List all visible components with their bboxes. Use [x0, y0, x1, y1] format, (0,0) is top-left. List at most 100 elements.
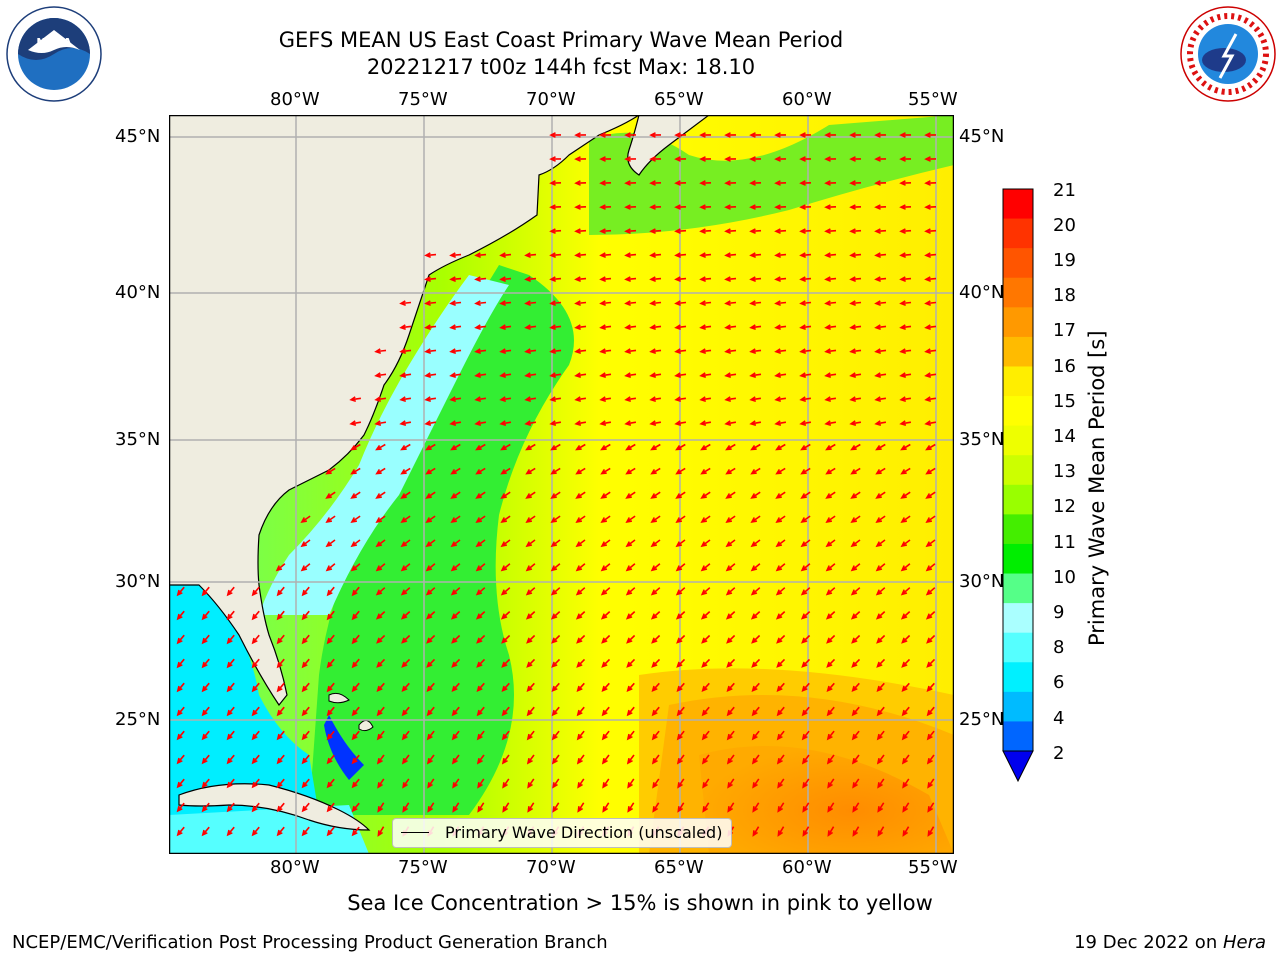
wave-direction-arrow: [799, 276, 812, 282]
wave-direction-arrow: [526, 634, 536, 644]
sea-ice-note-text: Sea Ice Concentration > 15% is shown in …: [347, 891, 933, 915]
wave-direction-arrow: [351, 706, 360, 717]
colorbar-cell: [1003, 307, 1033, 338]
colorbar-tick: 15: [1053, 391, 1076, 412]
wave-direction-arrow: [449, 252, 462, 258]
wave-direction-arrow: [824, 420, 837, 426]
wave-direction-arrow: [176, 682, 185, 693]
wave-direction-arrow: [624, 324, 637, 330]
wave-direction-arrow: [702, 802, 710, 813]
wave-direction-arrow: [801, 658, 811, 668]
wave-direction-arrow: [424, 276, 437, 282]
wave-direction-arrow: [850, 443, 861, 451]
wave-direction-arrow: [276, 826, 285, 837]
wave-direction-arrow: [699, 204, 712, 210]
wave-direction-arrow: [526, 682, 535, 693]
wave-direction-arrow: [725, 563, 736, 572]
wave-direction-arrow: [700, 563, 711, 572]
wave-direction-arrow: [824, 348, 837, 354]
wave-direction-arrow: [774, 252, 787, 258]
wave-direction-arrow: [500, 587, 511, 596]
wave-direction-arrow: [799, 132, 812, 138]
wave-direction-arrow: [526, 658, 536, 668]
wave-direction-arrow: [626, 634, 636, 644]
wave-direction-arrow: [426, 706, 435, 717]
wave-direction-arrow: [825, 611, 836, 620]
wave-direction-arrow: [724, 276, 737, 282]
wave-direction-arrow: [475, 515, 486, 523]
wave-direction-arrow: [400, 611, 411, 620]
wave-direction-arrow: [774, 276, 787, 282]
wave-direction-arrow: [877, 778, 885, 789]
wave-direction-arrow: [574, 420, 587, 426]
colorbar-cell: [1003, 573, 1033, 604]
wave-direction-arrow: [675, 587, 686, 596]
wave-direction-arrow: [251, 634, 260, 645]
wave-direction-arrow: [924, 180, 937, 186]
wave-direction-arrow: [801, 754, 810, 765]
wave-direction-arrow: [652, 802, 660, 813]
wave-direction-arrow: [300, 563, 311, 572]
wave-direction-arrow: [749, 372, 762, 378]
wave-direction-arrow: [549, 348, 562, 354]
wave-direction-arrow: [850, 587, 861, 596]
wave-direction-arrow: [624, 156, 637, 162]
wave-direction-arrow: [801, 634, 811, 644]
wave-direction-arrow: [424, 420, 437, 426]
wave-direction-arrow: [527, 802, 535, 813]
wave-direction-arrow: [851, 682, 860, 693]
wave-direction-arrow: [374, 372, 387, 378]
wave-direction-arrow: [652, 778, 660, 789]
wave-direction-arrow: [325, 491, 336, 499]
wave-direction-arrow: [600, 587, 611, 596]
wave-direction-arrow: [276, 754, 285, 765]
wave-direction-arrow: [800, 563, 811, 572]
wave-direction-arrow: [424, 324, 437, 330]
wave-direction-arrow: [475, 563, 486, 572]
lon-label-bottom: 65°W: [654, 857, 704, 878]
wave-direction-arrow: [501, 658, 511, 668]
wave-direction-arrow: [276, 634, 285, 645]
wave-direction-arrow: [176, 706, 185, 717]
wave-direction-arrow: [876, 706, 885, 717]
wave-direction-arrow: [399, 324, 412, 330]
wave-direction-arrow: [701, 754, 710, 765]
wave-direction-arrow: [674, 396, 687, 402]
wave-direction-arrow: [750, 491, 761, 499]
wave-direction-arrow: [799, 324, 812, 330]
wave-direction-arrow: [425, 611, 436, 620]
lon-label-bottom: 75°W: [398, 857, 448, 878]
wave-direction-arrow: [550, 467, 561, 475]
wave-direction-arrow: [899, 372, 912, 378]
wave-direction-arrow: [825, 587, 836, 596]
wave-direction-arrow: [925, 587, 936, 596]
wave-direction-arrow: [699, 276, 712, 282]
wave-direction-arrow: [624, 396, 637, 402]
wave-direction-arrow: [201, 706, 210, 717]
bahamas-island: [328, 692, 350, 704]
lat-label-left: 45°N: [115, 126, 161, 147]
lat-label-left: 35°N: [115, 429, 161, 450]
wave-direction-arrow: [300, 539, 311, 548]
wave-direction-arrow: [925, 491, 936, 499]
wave-direction-arrow: [601, 706, 610, 717]
wave-direction-arrow: [674, 156, 687, 162]
colorbar: [1002, 188, 1034, 783]
colorbar-extend-triangle: [1002, 750, 1034, 783]
wave-direction-arrow: [401, 634, 411, 644]
wave-direction-arrow: [775, 563, 786, 572]
wave-direction-arrow: [401, 706, 410, 717]
wave-direction-arrow: [426, 634, 436, 644]
wave-direction-arrow: [726, 682, 735, 693]
wave-direction-arrow: [799, 180, 812, 186]
wave-direction-arrow: [801, 682, 810, 693]
wave-direction-arrow: [877, 802, 885, 813]
wave-direction-arrow: [725, 443, 736, 451]
wave-direction-arrow: [902, 826, 910, 837]
wave-direction-arrow: [849, 372, 862, 378]
wave-direction-arrow: [901, 682, 910, 693]
wave-direction-arrow: [449, 372, 462, 378]
wave-direction-arrow: [525, 491, 536, 499]
wave-direction-arrow: [699, 372, 712, 378]
wave-direction-arrow: [674, 324, 687, 330]
